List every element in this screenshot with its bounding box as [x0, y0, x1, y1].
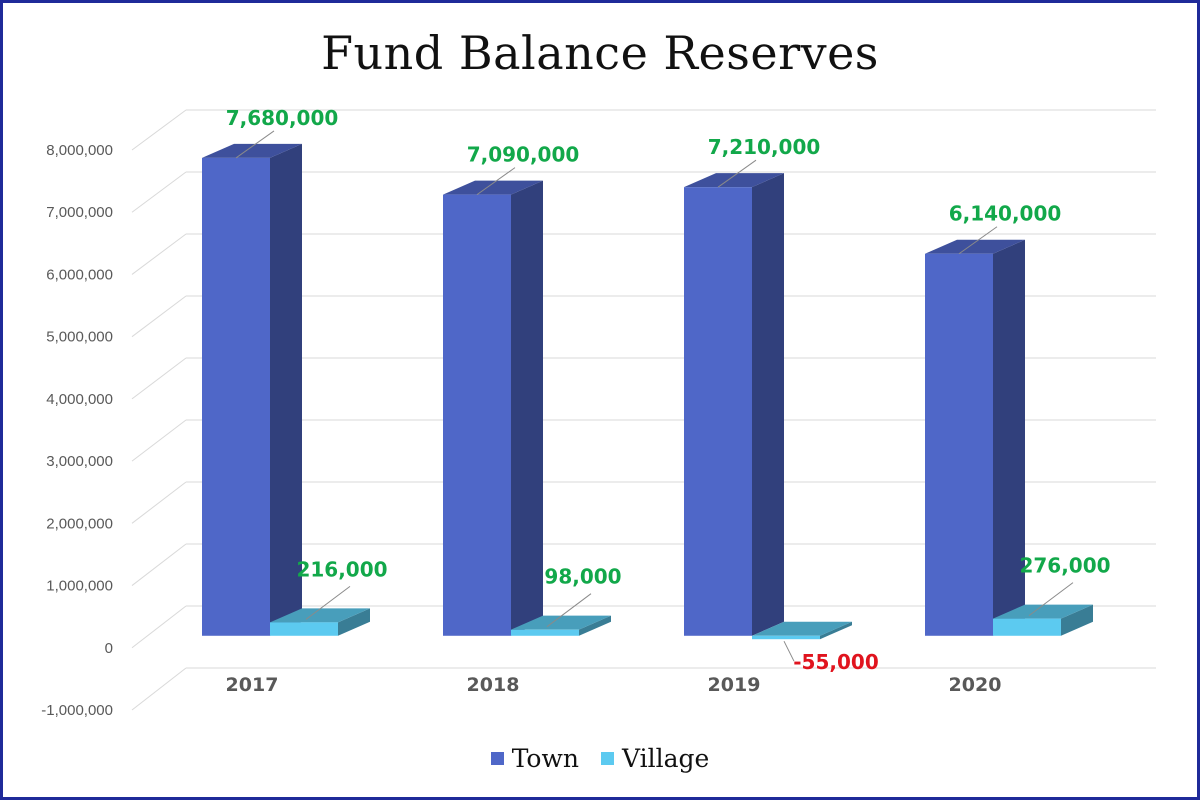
gridline-side — [131, 295, 187, 338]
legend-item-village: Village — [600, 744, 710, 773]
y-tick-label: 4,000,000 — [46, 391, 113, 408]
bar-top-town — [684, 173, 784, 188]
y-tick-label: 1,000,000 — [46, 578, 113, 595]
data-label-leader — [783, 640, 795, 662]
y-tick-label: 2,000,000 — [46, 515, 113, 532]
bar-town — [925, 253, 993, 636]
bar-town — [443, 194, 511, 636]
data-label-village: 276,000 — [1019, 554, 1110, 578]
gridline-side — [131, 109, 187, 151]
bar-side-town — [752, 173, 784, 636]
data-label-village: 98,000 — [544, 565, 621, 589]
gridline-side — [131, 357, 187, 400]
bar-side-town — [993, 239, 1025, 636]
bar-town — [684, 187, 752, 636]
x-tick-label: 2017 — [226, 674, 279, 696]
y-tick-label: 6,000,000 — [46, 266, 113, 283]
data-label-village: -55,000 — [793, 650, 878, 674]
y-tick-label: 8,000,000 — [46, 142, 113, 159]
y-tick-label: 5,000,000 — [46, 329, 113, 346]
bar-top-village — [270, 608, 370, 623]
data-label-leader — [717, 159, 757, 188]
y-tick-label: 7,000,000 — [46, 204, 113, 221]
bar-village — [752, 635, 820, 640]
legend-swatch-town — [490, 752, 504, 765]
legend-item-town: Town — [490, 744, 579, 773]
bar-village — [270, 622, 338, 636]
x-tick-label: 2020 — [949, 674, 1002, 696]
data-label-town: 7,680,000 — [226, 106, 339, 130]
gridline-side — [131, 481, 187, 524]
gridline-side — [131, 543, 187, 586]
bar-village — [511, 629, 579, 636]
bar-side-village — [579, 615, 611, 636]
bar-top-town — [925, 239, 1025, 254]
chart-title: Fund Balance Reserves — [321, 26, 879, 80]
bar-top-town — [202, 143, 302, 158]
legend-label-village: Village — [621, 744, 710, 773]
x-tick-label: 2019 — [708, 674, 761, 696]
y-tick-label: -1,000,000 — [41, 702, 113, 719]
bar-side-town — [511, 180, 543, 636]
bar-top-village — [511, 615, 611, 630]
gridline-side — [131, 233, 187, 275]
y-tick-label: 3,000,000 — [46, 453, 113, 470]
data-label-town: 6,140,000 — [949, 202, 1062, 226]
data-label-town: 7,210,000 — [708, 135, 821, 159]
gridline-side — [131, 171, 187, 213]
data-label-leader — [546, 593, 592, 628]
bar-side-village — [820, 621, 852, 640]
bar-top-town — [443, 180, 543, 195]
bar-town — [202, 157, 270, 636]
data-label-village: 216,000 — [296, 557, 387, 581]
gridline-side — [131, 667, 187, 711]
chart-legend: Town Village — [0, 744, 1200, 773]
data-label-leader — [235, 130, 275, 159]
bar-village — [993, 618, 1061, 636]
gridline-side — [131, 419, 187, 462]
legend-label-town: Town — [511, 744, 579, 773]
x-tick-label: 2018 — [467, 674, 520, 696]
gridline-side — [131, 605, 187, 649]
bar-top-village — [993, 604, 1093, 619]
data-label-leader — [305, 585, 351, 620]
y-tick-label: 0 — [105, 640, 113, 657]
bar-side-village — [338, 608, 370, 636]
data-label-leader — [958, 226, 998, 255]
legend-swatch-village — [600, 752, 614, 765]
bar-side-village — [1061, 604, 1093, 636]
data-label-leader — [476, 167, 516, 196]
data-label-town: 7,090,000 — [467, 143, 580, 167]
bar-top-village — [752, 621, 852, 636]
bar-side-town — [270, 143, 302, 636]
data-label-leader — [1028, 582, 1074, 617]
